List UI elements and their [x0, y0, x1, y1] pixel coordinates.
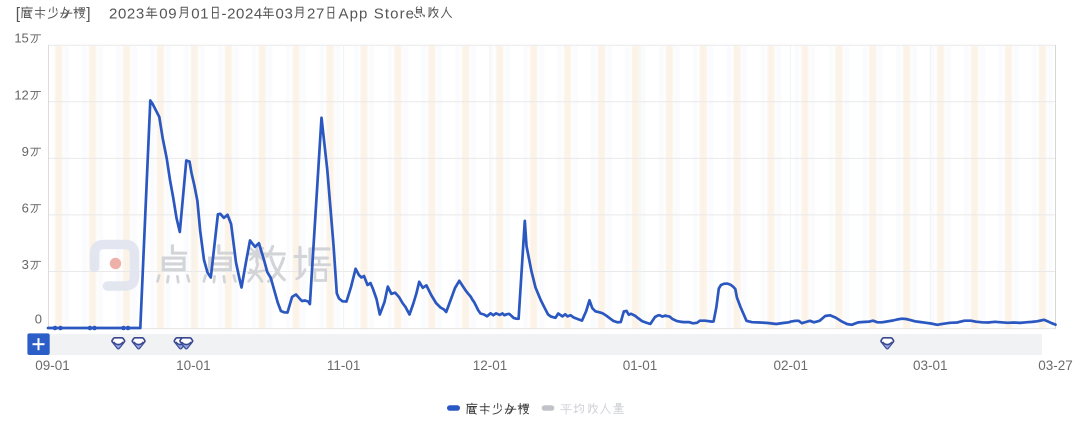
svg-text:[: [	[16, 6, 21, 23]
svg-text:10-01: 10-01	[176, 358, 211, 373]
svg-text:11-01: 11-01	[327, 358, 361, 373]
svg-text:]: ]	[86, 6, 90, 23]
svg-text:App Store: App Store	[339, 6, 416, 23]
svg-text:0: 0	[35, 312, 42, 327]
svg-text:01: 01	[191, 6, 209, 23]
svg-text:03: 03	[276, 6, 294, 23]
svg-text:2023: 2023	[109, 6, 145, 23]
svg-text:09-01: 09-01	[35, 358, 70, 373]
svg-text:27: 27	[307, 6, 325, 23]
svg-text:9: 9	[22, 144, 29, 159]
svg-text:12-01: 12-01	[473, 358, 508, 373]
svg-text:3: 3	[22, 257, 29, 272]
svg-text:03-01: 03-01	[913, 358, 948, 373]
svg-text:09: 09	[159, 6, 177, 23]
svg-text:-2024: -2024	[222, 6, 263, 23]
svg-text:6: 6	[22, 201, 29, 216]
svg-text:01-01: 01-01	[623, 358, 658, 373]
svg-text:02-01: 02-01	[774, 358, 809, 373]
svg-text:12: 12	[14, 87, 28, 102]
svg-text:15: 15	[14, 31, 28, 46]
svg-text:03-27: 03-27	[1038, 358, 1073, 373]
